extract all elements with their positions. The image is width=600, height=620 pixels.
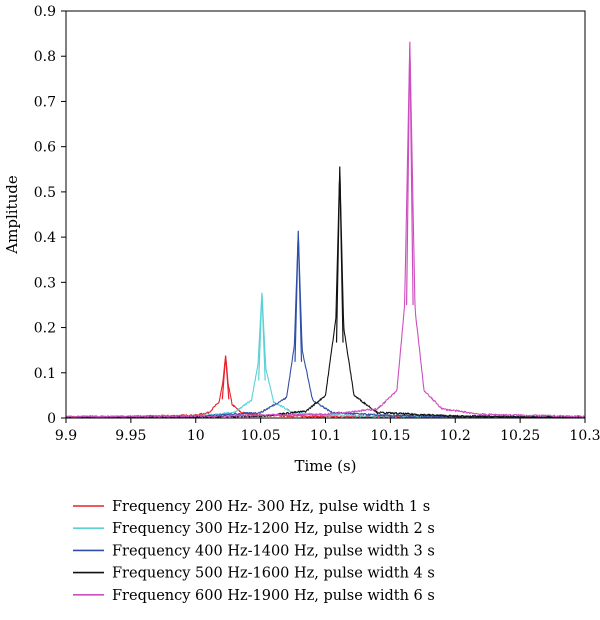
series-line-5 [65, 48, 586, 419]
y-tick-label: 0.8 [34, 49, 56, 65]
x-tick-label: 10.3 [569, 428, 600, 444]
x-tick-label: 9.95 [115, 428, 146, 444]
series-peak-4 [335, 166, 344, 343]
series-peak-1 [221, 355, 230, 400]
y-axis-title: Amplitude [3, 175, 21, 255]
x-tick-label: 10 [187, 428, 205, 444]
y-tick-label: 0.1 [34, 366, 56, 382]
y-tick-label: 0.7 [34, 94, 56, 110]
y-tick-label: 0 [47, 411, 56, 427]
legend-label-1: Frequency 200 Hz- 300 Hz, pulse width 1 … [112, 499, 430, 515]
series-peak-2 [258, 292, 266, 381]
x-tick-label: 9.9 [55, 428, 77, 444]
x-tick-label: 10.2 [440, 428, 471, 444]
series-peak-5 [405, 41, 414, 306]
x-tick-label: 10.1 [310, 428, 341, 444]
y-tick-label: 0.6 [34, 140, 56, 156]
x-tick-label: 10.25 [500, 428, 540, 444]
y-tick-label: 0.5 [34, 185, 56, 201]
series-line-2 [65, 294, 586, 419]
x-axis-title: Time (s) [294, 457, 356, 475]
legend-label-2: Frequency 300 Hz-1200 Hz, pulse width 2 … [112, 521, 435, 537]
y-tick-label: 0.4 [34, 230, 56, 246]
legend-label-3: Frequency 400 Hz-1400 Hz, pulse width 3 … [112, 543, 435, 559]
series-line-3 [65, 235, 586, 419]
legend-label-4: Frequency 500 Hz-1600 Hz, pulse width 4 … [112, 566, 435, 582]
series-peak-3 [294, 230, 303, 362]
x-tick-label: 10.15 [370, 428, 410, 444]
y-tick-label: 0.3 [34, 275, 56, 291]
y-tick-label: 0.9 [34, 4, 56, 20]
legend-label-5: Frequency 600 Hz-1900 Hz, pulse width 6 … [112, 588, 435, 604]
y-tick-label: 0.2 [34, 321, 56, 337]
plot-frame [65, 10, 586, 419]
x-tick-label: 10.05 [241, 428, 281, 444]
series-line-4 [65, 172, 586, 419]
